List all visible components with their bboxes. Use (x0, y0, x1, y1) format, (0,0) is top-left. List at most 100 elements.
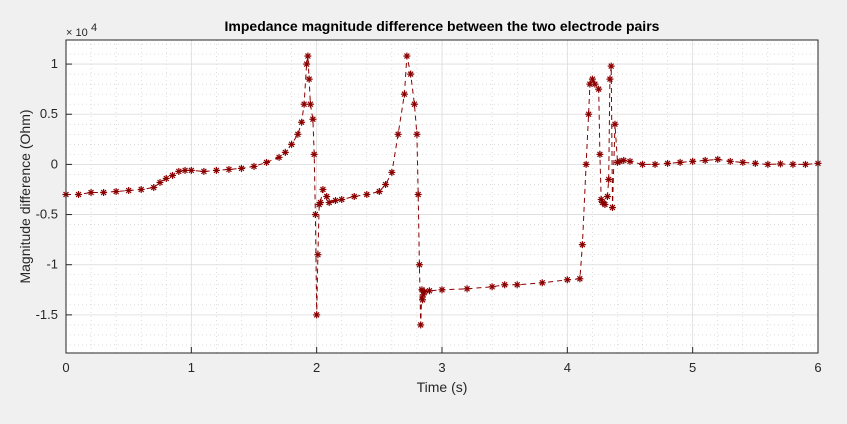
data-point (112, 187, 120, 195)
y-tick-label: 0.5 (40, 106, 58, 121)
data-point (603, 193, 611, 200)
data-point (338, 196, 346, 204)
data-point (608, 204, 616, 212)
data-point (639, 160, 647, 168)
data-point (407, 70, 415, 78)
x-tick-label: 3 (438, 360, 445, 375)
data-point (156, 178, 164, 186)
data-point (419, 296, 427, 304)
data-point (75, 190, 83, 198)
data-point (420, 288, 428, 296)
y-axis-label: Magnitude difference (Ohm) (17, 109, 33, 283)
data-point (298, 118, 306, 126)
data-point (200, 167, 208, 175)
data-point (382, 180, 390, 188)
data-point (463, 285, 471, 293)
data-point (576, 275, 584, 283)
data-point (425, 287, 433, 295)
data-point (701, 156, 709, 164)
data-point (150, 183, 158, 191)
chart-title: Impedance magnitude difference between t… (225, 18, 660, 34)
data-point (394, 130, 402, 138)
data-point (281, 148, 289, 156)
data-point (309, 115, 317, 123)
data-point (225, 165, 233, 173)
x-tick-label: 2 (313, 360, 320, 375)
y-tick-label: 0 (51, 156, 58, 171)
data-point (419, 291, 427, 299)
y-exponent-base: × 10 (66, 27, 88, 39)
data-point (415, 261, 423, 269)
data-point (751, 159, 759, 167)
data-point (776, 160, 784, 168)
data-point (417, 321, 425, 329)
data-point (313, 311, 321, 319)
data-point (413, 130, 421, 138)
data-point (316, 199, 324, 207)
data-point (626, 157, 634, 165)
y-tick-labels: -1.5 -1 -0.5 0 0.5 1 (36, 56, 58, 322)
data-point (323, 193, 331, 200)
data-point (414, 190, 422, 198)
data-point (212, 166, 220, 174)
data-point (169, 171, 177, 179)
data-point (187, 166, 195, 174)
data-point (620, 156, 628, 164)
data-point (595, 85, 603, 93)
data-point (331, 197, 339, 205)
data-point (585, 110, 593, 118)
data-point (311, 211, 319, 219)
data-point (319, 185, 327, 193)
data-point (438, 286, 446, 294)
x-tick-label: 4 (564, 360, 571, 375)
data-point (300, 100, 308, 108)
y-tick-label: -1.5 (36, 307, 58, 322)
data-point (588, 75, 596, 83)
y-tick-label: -0.5 (36, 207, 58, 222)
data-point (501, 281, 509, 289)
x-axis-label: Time (s) (417, 379, 468, 395)
x-tick-labels: 0 1 2 3 4 5 6 (62, 360, 821, 375)
y-tick-label: 1 (51, 56, 58, 71)
data-point (400, 90, 408, 98)
y-tick-label: -1 (46, 257, 58, 272)
data-point (137, 185, 145, 193)
data-point (607, 62, 615, 70)
data-point (305, 75, 313, 83)
data-point (294, 130, 302, 138)
data-point (263, 158, 271, 166)
data-point (596, 150, 604, 158)
x-tick-label: 5 (689, 360, 696, 375)
data-point (563, 276, 571, 284)
data-point (582, 160, 590, 168)
data-point (375, 187, 383, 195)
series-layer (62, 52, 822, 329)
data-point (162, 174, 170, 182)
data-point (664, 159, 672, 167)
data-point (403, 52, 411, 60)
data-point (250, 162, 258, 170)
data-point (601, 201, 609, 209)
data-point (578, 241, 586, 249)
data-point (350, 193, 358, 200)
data-point (363, 190, 371, 198)
data-point (181, 166, 189, 174)
y-exponent-power: 4 (91, 22, 97, 34)
x-tick-label: 1 (188, 360, 195, 375)
data-point (288, 140, 296, 148)
data-point (303, 60, 311, 68)
data-point (605, 175, 613, 183)
data-point (488, 283, 496, 291)
data-point (410, 100, 418, 108)
data-point (237, 164, 245, 172)
x-tick-label: 0 (62, 360, 69, 375)
data-point (689, 157, 697, 165)
data-point (388, 168, 396, 176)
data-point (306, 100, 314, 108)
data-point (100, 188, 108, 196)
data-point (789, 160, 797, 168)
data-point (651, 160, 659, 168)
data-point (676, 158, 684, 166)
data-point (606, 75, 614, 83)
